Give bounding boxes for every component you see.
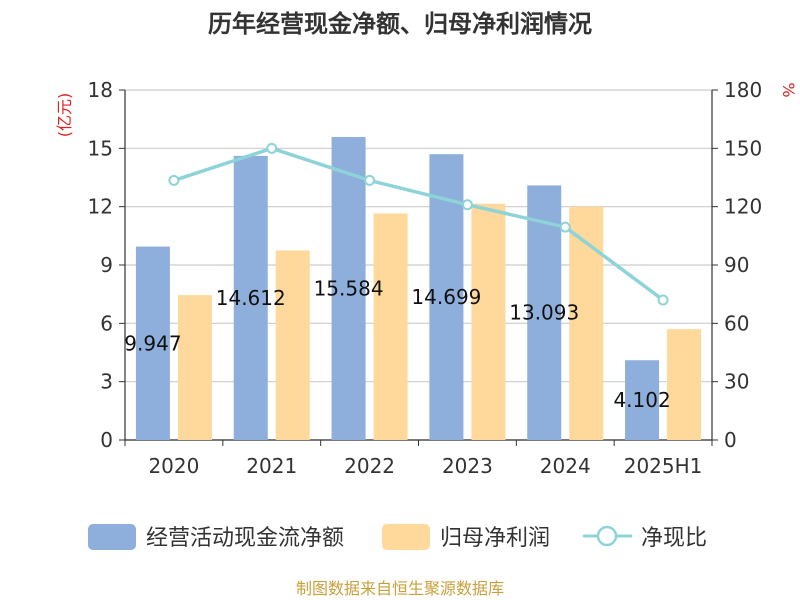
bar-net-profit — [373, 213, 408, 440]
left-tick-label: 3 — [100, 370, 113, 394]
bar-net-profit — [177, 295, 212, 440]
bar-cash-flow — [625, 360, 660, 440]
legend-swatch-ratio-marker — [596, 525, 618, 547]
ratio-point — [266, 142, 278, 154]
data-labels: 9.947 14.612 15.584 14.699 13.093 4.102 — [124, 276, 670, 412]
legend-label-net-profit: 归母净利润 — [440, 526, 550, 551]
grid-lines — [125, 89, 712, 441]
right-tick-label: 60 — [724, 311, 749, 335]
legend[interactable]: 经营活动现金流净额 归母净利润 净现比 — [88, 524, 707, 551]
legend-label-ratio: 净现比 — [641, 526, 707, 551]
bar-net-profit — [275, 250, 310, 440]
data-label-cash-flow: 4.102 — [613, 388, 670, 412]
data-label-cash-flow: 14.612 — [216, 286, 286, 310]
bar-net-profit — [471, 203, 506, 440]
bar-cash-flow — [527, 185, 562, 440]
bar-cash-flow — [135, 246, 170, 440]
data-label-cash-flow: 9.947 — [124, 331, 181, 355]
bar-net-profit — [667, 329, 702, 440]
bar-cash-flow — [233, 155, 268, 440]
left-tick-label: 12 — [88, 195, 113, 219]
left-axis-unit: (亿元) — [55, 93, 74, 138]
chart-title: 历年经营现金净额、归母净利润情况 — [208, 10, 592, 38]
right-tick-label: 30 — [724, 370, 749, 394]
data-label-cash-flow: 13.093 — [509, 301, 579, 325]
right-tick-label: 0 — [724, 428, 737, 452]
left-tick-label: 0 — [100, 428, 113, 452]
data-label-cash-flow: 14.699 — [411, 285, 481, 309]
left-tick-label: 6 — [100, 311, 113, 335]
ratio-line — [168, 142, 669, 306]
ratio-point — [461, 199, 473, 211]
right-tick-label: 180 — [724, 78, 762, 102]
right-axis-unit: % — [779, 82, 798, 97]
right-tick-label: 120 — [724, 195, 762, 219]
right-tick-label: 90 — [724, 253, 749, 277]
source-note: 制图数据来自恒生聚源数据库 — [296, 579, 504, 598]
x-tick-label: 2020 — [148, 454, 199, 478]
x-tick-label: 2023 — [442, 454, 493, 478]
ratio-point — [364, 174, 376, 186]
ratio-line-path — [173, 146, 665, 302]
legend-swatch-cash-flow — [88, 524, 136, 550]
x-tick-label: 2021 — [246, 454, 297, 478]
legend-label-cash-flow: 经营活动现金流净额 — [146, 526, 344, 551]
left-tick-label: 15 — [88, 136, 113, 160]
ratio-point — [559, 221, 571, 233]
legend-swatch-net-profit — [382, 524, 430, 550]
left-tick-label: 18 — [88, 78, 113, 102]
ratio-point — [657, 294, 669, 306]
bar-net-profit — [569, 206, 604, 440]
x-tick-label: 2022 — [344, 454, 395, 478]
ratio-point — [168, 174, 180, 186]
left-tick-label: 9 — [100, 253, 113, 277]
data-label-cash-flow: 15.584 — [314, 276, 384, 300]
x-tick-label: 2024 — [540, 454, 591, 478]
x-tick-label: 2025H1 — [624, 454, 703, 478]
right-tick-label: 150 — [724, 136, 762, 160]
bar-cash-flow — [331, 136, 366, 440]
